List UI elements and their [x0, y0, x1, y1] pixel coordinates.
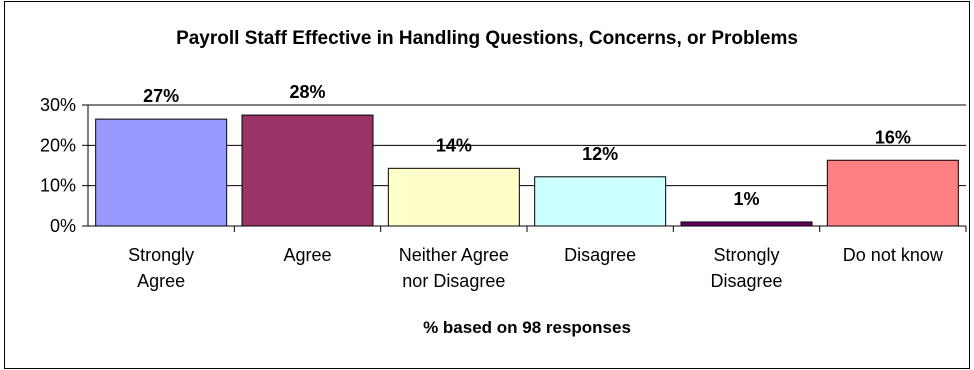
labels-group: 0% 10% 20% 30% 27% Strongly Agree 28% Agree 14% Ne…	[40, 82, 944, 291]
y-tick-label: 10%	[40, 176, 76, 196]
bar	[534, 176, 667, 227]
y-tick-label: 30%	[40, 95, 76, 115]
data-label: 14%	[436, 135, 472, 155]
data-label: 16%	[875, 127, 911, 147]
data-label: 28%	[289, 82, 325, 102]
bar	[95, 118, 228, 227]
x-tick-label: Do not know	[843, 245, 944, 265]
bar	[826, 159, 959, 227]
bar	[680, 221, 813, 227]
data-label: 12%	[582, 144, 618, 164]
x-tick-label: Agree	[283, 245, 331, 265]
x-tick-label: Neither Agree nor Disagree	[399, 245, 509, 291]
x-tick-label: Strongly Agree	[128, 245, 194, 291]
bars-group	[95, 114, 959, 227]
data-label: 27%	[143, 86, 179, 106]
chart-title: Payroll Staff Effective in Handling Ques…	[176, 28, 798, 49]
y-tick-label: 0%	[50, 216, 76, 236]
gridlines	[88, 104, 966, 187]
bar	[241, 114, 374, 227]
x-tick-label: Disagree	[564, 245, 636, 265]
data-label: 1%	[733, 189, 759, 209]
x-axis-label: % based on 98 responses	[423, 318, 631, 337]
bar	[387, 167, 520, 227]
y-tick-label: 20%	[40, 135, 76, 155]
axes-group	[82, 104, 967, 232]
x-tick-label: Strongly Disagree	[710, 245, 782, 291]
